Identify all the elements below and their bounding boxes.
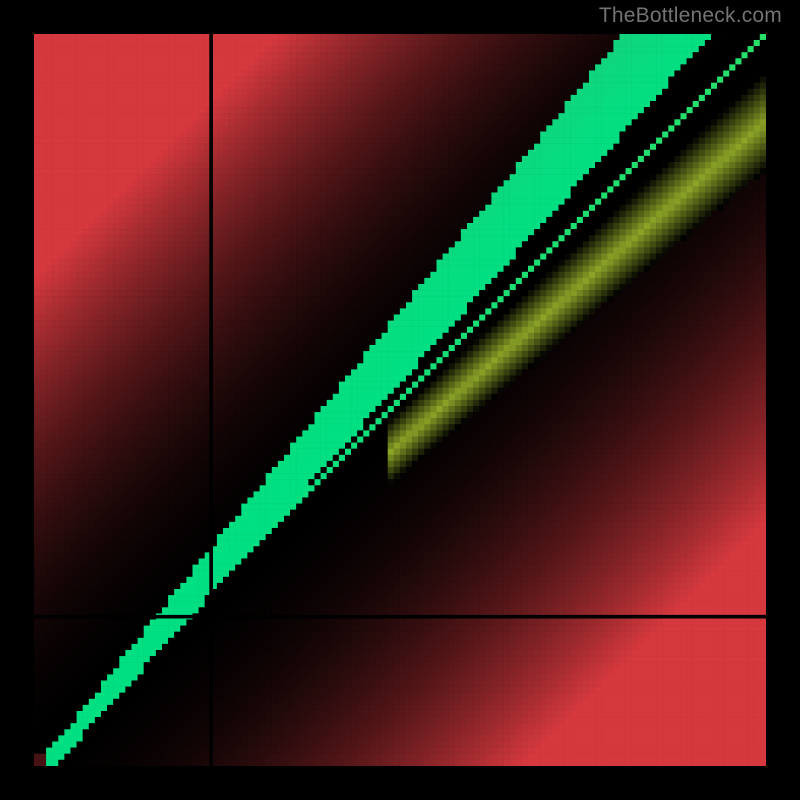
watermark-label: TheBottleneck.com [599, 4, 782, 28]
outer-frame: TheBottleneck.com [0, 0, 800, 800]
heatmap-plot [34, 34, 766, 766]
heatmap-cells [34, 34, 766, 766]
